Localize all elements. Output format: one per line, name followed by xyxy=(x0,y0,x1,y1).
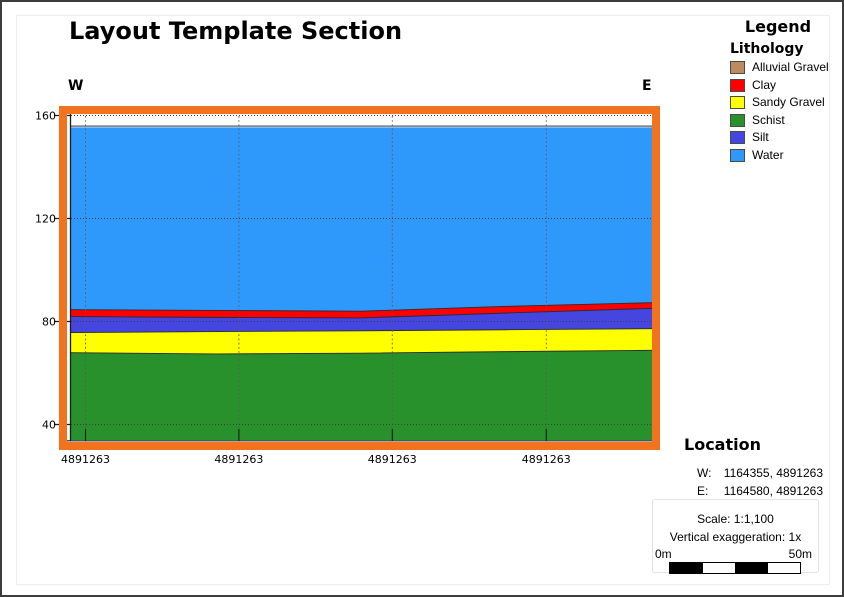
legend-panel: Legend Lithology Alluvial Gravel Clay Sand… xyxy=(702,2,842,166)
location-rows: W: 1164355, 4891263 E: 1164580, 4891263 xyxy=(697,465,823,500)
lithology-layers xyxy=(71,127,652,440)
legend-items: Alluvial Gravel Clay Sandy Gravel Schist Sil… xyxy=(730,60,842,162)
legend-item-label: Sandy Gravel xyxy=(752,95,825,109)
axis-tick-labels: 160 120 80 40 4891263 4891263 4891263 4891263 xyxy=(35,110,571,467)
legend-item-label: Clay xyxy=(752,77,777,92)
legend-item-label: Schist xyxy=(752,112,785,127)
scale-panel: Scale: 1:1,100 Vertical exaggeration: 1x… xyxy=(652,499,819,574)
scalebar-end-label: 50m xyxy=(788,547,812,561)
legend-item: Water xyxy=(730,147,842,162)
svg-text:4891263: 4891263 xyxy=(61,453,110,466)
section-east-label: E xyxy=(642,78,652,94)
legend-item-label: Alluvial Gravel xyxy=(752,60,829,74)
svg-text:4891263: 4891263 xyxy=(522,453,571,466)
page-title: Layout Template Section xyxy=(69,17,403,45)
svg-text:4891263: 4891263 xyxy=(214,453,263,466)
gridlines xyxy=(71,115,652,440)
legend-swatch xyxy=(730,78,745,92)
scalebar-labels: 0m 50m xyxy=(655,548,812,561)
scale-text: Scale: 1:1,100 xyxy=(697,512,774,526)
legend-title: Legend xyxy=(744,17,812,36)
location-row-value: 1164580, 4891263 xyxy=(723,483,823,498)
svg-text:120: 120 xyxy=(35,213,56,226)
vertical-exaggeration-text: Vertical exaggeration: 1x xyxy=(669,530,802,544)
scalebar-segment xyxy=(768,563,800,573)
legend-swatch xyxy=(730,113,745,127)
scalebar-segment xyxy=(735,563,769,573)
legend-item-label: Silt xyxy=(752,130,769,144)
location-row-label: W: xyxy=(697,466,712,480)
location-title: Location xyxy=(684,435,761,454)
legend-item: Clay xyxy=(730,77,842,92)
legend-item-label: Water xyxy=(752,147,784,162)
legend-item: Sandy Gravel xyxy=(730,95,842,109)
legend-swatch xyxy=(730,96,745,109)
legend-swatch xyxy=(730,61,745,74)
scalebar-start-label: 0m xyxy=(655,547,672,561)
location-row-label: E: xyxy=(697,483,709,498)
scale-bar xyxy=(669,562,801,574)
svg-text:160: 160 xyxy=(35,110,56,123)
scalebar-segment xyxy=(670,563,703,573)
legend-swatch xyxy=(730,148,745,162)
lithology-heading: Lithology xyxy=(730,41,804,57)
scalebar-segment xyxy=(702,563,736,573)
location-panel: Location W: 1164355, 4891263 E: 1164580, 48… xyxy=(684,435,824,500)
legend-swatch xyxy=(730,131,745,144)
location-row: W: 1164355, 4891263 xyxy=(697,465,823,483)
location-row-value: 1164355, 4891263 xyxy=(723,466,823,480)
svg-text:40: 40 xyxy=(42,419,56,432)
section-frame xyxy=(59,106,660,450)
layer-boundaries xyxy=(70,125,653,355)
section-west-label: W xyxy=(68,78,84,94)
legend-item: Alluvial Gravel xyxy=(730,60,842,74)
legend-item: Silt xyxy=(730,130,842,144)
legend-item: Schist xyxy=(730,112,842,127)
svg-text:80: 80 xyxy=(42,316,56,329)
svg-text:4891263: 4891263 xyxy=(368,453,417,466)
location-row: E: 1164580, 4891263 xyxy=(697,483,823,501)
